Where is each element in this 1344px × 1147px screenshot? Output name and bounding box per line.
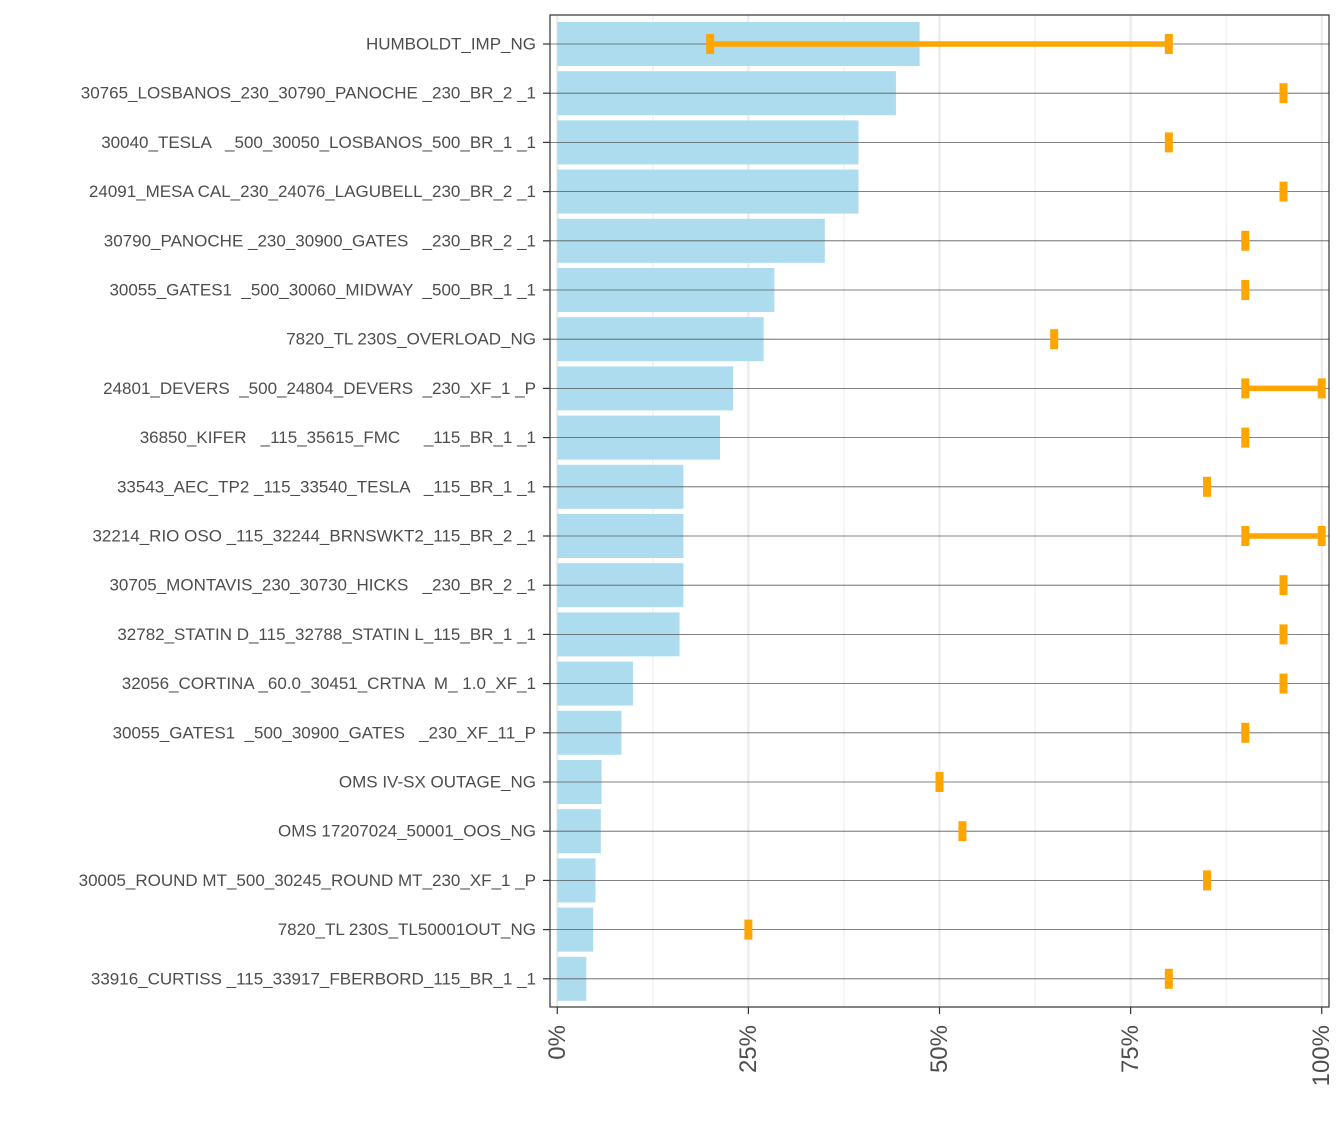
range-cap-low — [1241, 427, 1250, 448]
y-tick-label: 33916_CURTISS _115_33917_FBERBORD_115_BR… — [91, 969, 536, 988]
y-tick-label: OMS IV-SX OUTAGE_NG — [339, 773, 536, 792]
range-cap-low — [1050, 329, 1059, 350]
x-tick-label: 75% — [1117, 1025, 1144, 1073]
y-tick-label: HUMBOLDT_IMP_NG — [366, 35, 536, 54]
y-tick-label: 36850_KIFER _115_35615_FMC _115_BR_1 _1 — [140, 428, 536, 447]
range-cap-low — [1241, 526, 1250, 546]
major-gridlines — [556, 15, 1323, 1007]
range-cap-low — [1241, 722, 1250, 743]
range-cap-low — [1241, 230, 1250, 251]
y-tick-label: 33543_AEC_TP2 _115_33540_TESLA _115_BR_1… — [117, 477, 536, 496]
range-cap-low — [1164, 968, 1173, 989]
y-tick-label: 7820_TL 230S_TL50001OUT_NG — [278, 920, 536, 939]
y-tick-label: 30040_TESLA _500_30050_LOSBANOS_500_BR_1… — [101, 133, 536, 152]
range-cap-low — [1279, 575, 1288, 596]
range-cap-low — [1164, 132, 1173, 153]
x-tick-label: 0% — [544, 1025, 571, 1060]
range-cap-low — [958, 821, 967, 842]
x-axis: 0% 25% 50% 75% 100% — [544, 1007, 1335, 1086]
y-tick-label: 30005_ROUND MT_500_30245_ROUND MT_230_XF… — [79, 871, 536, 890]
y-tick-label: 32056_CORTINA _60.0_30451_CRTNA M_ 1.0_X… — [122, 674, 536, 693]
range-cap-low — [706, 34, 715, 54]
y-tick-label: 24801_DEVERS _500_24804_DEVERS _230_XF_1… — [103, 379, 536, 398]
y-tick-label: 7820_TL 230S_OVERLOAD_NG — [286, 330, 536, 349]
y-tick-label: 24091_MESA CAL_230_24076_LAGUBELL_230_BR… — [89, 182, 536, 201]
range-markers — [706, 34, 1326, 989]
y-tick-label: 30765_LOSBANOS_230_30790_PANOCHE _230_BR… — [81, 84, 536, 103]
y-axis: HUMBOLDT_IMP_NG 30765_LOSBANOS_230_30790_… — [79, 35, 550, 988]
range-cap-high — [1317, 526, 1326, 546]
range-cap-low — [1279, 181, 1288, 202]
x-tick-label: 25% — [735, 1025, 762, 1073]
y-tick-label: OMS 17207024_50001_OOS_NG — [278, 822, 536, 841]
range-cap-high — [1317, 378, 1326, 399]
range-cap-low — [1203, 476, 1212, 497]
y-tick-label: 30055_GATES1 _500_30900_GATES _230_XF_11… — [113, 723, 536, 742]
y-tick-label: 30705_MONTAVIS_230_30730_HICKS _230_BR_2… — [109, 576, 536, 595]
y-tick-label: 30055_GATES1 _500_30060_MIDWAY _500_BR_1… — [109, 281, 536, 300]
range-cap-high — [1164, 34, 1173, 54]
range-cap-low — [1279, 83, 1288, 104]
range-cap-low — [1241, 280, 1250, 300]
y-tick-label: 32782_STATIN D_115_32788_STATIN L_115_BR… — [117, 625, 536, 644]
range-cap-low — [1279, 673, 1288, 694]
range-cap-low — [744, 919, 753, 940]
y-tick-label: 32214_RIO OSO _115_32244_BRNSWKT2_115_BR… — [92, 527, 536, 546]
x-tick-label: 100% — [1308, 1025, 1335, 1086]
range-cap-low — [1203, 870, 1212, 891]
y-tick-label: 30790_PANOCHE _230_30900_GATES _230_BR_2… — [104, 231, 536, 250]
range-cap-low — [1241, 378, 1250, 399]
range-cap-low — [1279, 624, 1288, 645]
range-cap-low — [935, 772, 944, 792]
x-tick-label: 50% — [926, 1025, 953, 1073]
